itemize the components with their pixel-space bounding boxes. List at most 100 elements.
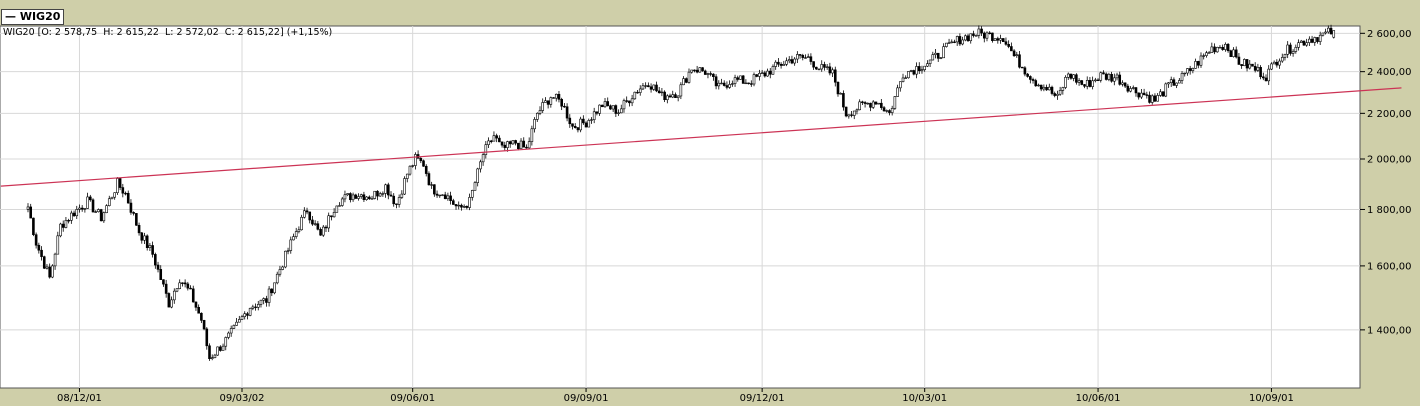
candle-body (129, 202, 133, 213)
candle-body (898, 81, 902, 89)
candle-body (587, 120, 591, 128)
x-tick-label: 09/12/01 (740, 393, 785, 404)
candle-body (311, 219, 314, 225)
candle-body (408, 165, 412, 175)
candle-body (614, 105, 618, 114)
candle-body (793, 58, 796, 64)
candle-body (251, 306, 255, 309)
candle-body (915, 66, 918, 75)
candle-body (53, 253, 57, 267)
candle-body (116, 178, 119, 194)
candle-body (1272, 61, 1276, 65)
candle-body (221, 345, 225, 351)
candle-body (698, 67, 702, 73)
candle-body (893, 96, 897, 109)
candle-body (286, 250, 290, 252)
candle-body (1018, 54, 1021, 68)
candle-body (722, 82, 726, 86)
candle-body (1332, 30, 1336, 38)
candle-body (1264, 77, 1268, 82)
candle-body (815, 66, 818, 70)
candle-body (376, 190, 379, 197)
candle-body (1213, 46, 1216, 53)
candle-body (1145, 94, 1149, 96)
candle-body (395, 203, 398, 205)
candle-body (1221, 46, 1224, 50)
candle-body (1069, 73, 1073, 79)
candle-body (330, 215, 333, 218)
candle-body (755, 74, 759, 77)
candle-body (1178, 80, 1181, 84)
candle-body (1075, 74, 1078, 83)
candle-body (235, 321, 238, 326)
candle-body (1234, 49, 1238, 58)
candle-body (1042, 86, 1046, 90)
candle-body (568, 117, 572, 125)
candle-body (202, 320, 206, 330)
candle-body (34, 234, 38, 246)
candle-body (503, 144, 507, 148)
candle-body (45, 266, 49, 269)
candle-body (1218, 46, 1222, 49)
candle-body (1015, 54, 1019, 56)
candle-body (1283, 54, 1287, 58)
candle-body (124, 192, 127, 195)
candle-body (1004, 41, 1008, 45)
candle-body (611, 105, 615, 110)
candle-body (175, 288, 179, 292)
x-tick-label: 10/06/01 (1076, 393, 1121, 404)
candle-body (1180, 73, 1184, 81)
candle-body (1140, 92, 1143, 98)
candle-body (544, 100, 547, 103)
candle-body (229, 328, 233, 334)
candle-body (289, 239, 293, 251)
candle-body (907, 71, 910, 79)
candle-body (37, 244, 41, 251)
candle-body (72, 212, 76, 217)
candle-body (888, 110, 891, 113)
candle-body (297, 229, 301, 232)
candle-body (877, 102, 880, 105)
candle-body (381, 193, 385, 195)
candle-body (1066, 73, 1070, 78)
candle-body (86, 196, 89, 209)
candle-body (647, 85, 650, 88)
candle-body (1327, 27, 1330, 33)
candle-body (779, 63, 783, 66)
candle-body (1072, 74, 1075, 79)
candle-body (243, 313, 247, 317)
candle-body (452, 200, 455, 205)
candle-body (733, 77, 737, 84)
candle-body (343, 194, 347, 200)
candle-body (80, 207, 84, 210)
candle-body (143, 235, 146, 241)
candle-body (1302, 40, 1306, 46)
candle-body (1150, 95, 1154, 103)
candle-body (584, 122, 588, 128)
candle-body (135, 213, 138, 226)
candle-body (890, 108, 894, 113)
candle-body (270, 288, 274, 294)
candle-body (213, 354, 217, 358)
candle-body (714, 76, 718, 87)
candle-body (189, 287, 192, 290)
candle-body (771, 66, 775, 75)
candle-body (917, 66, 921, 72)
candle-body (1088, 80, 1092, 87)
grid-lines (0, 26, 1360, 388)
candle-body (468, 197, 471, 208)
candle-body (462, 206, 466, 208)
candle-body (327, 215, 330, 229)
candle-body (362, 194, 366, 200)
candle-body (1039, 84, 1043, 90)
candle-body (1299, 40, 1303, 43)
candle-body (833, 69, 837, 83)
candle-body (137, 225, 141, 234)
candle-body (1115, 74, 1119, 79)
candle-body (576, 127, 580, 131)
candle-body (823, 64, 826, 68)
candle-body (441, 194, 444, 196)
series-tab[interactable]: — WIG20 (1, 9, 65, 25)
candle-body (256, 304, 260, 308)
candle-body (308, 211, 312, 221)
